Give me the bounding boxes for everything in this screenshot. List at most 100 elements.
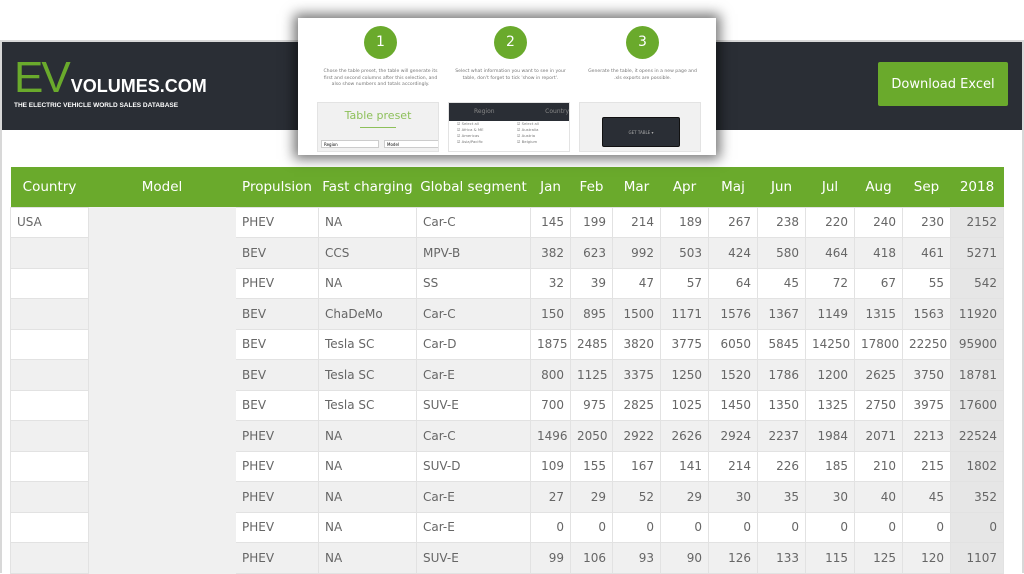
- cell-propulsion: PHEV: [235, 481, 319, 513]
- ev-volumes-logo[interactable]: EV VOLUMES.COM THE ELECTRIC VEHICLE WORLD…: [14, 56, 207, 110]
- column-header-global-segment[interactable]: Global segment: [416, 167, 531, 207]
- cell-feb: 0: [570, 511, 613, 543]
- cell-country: [10, 298, 89, 330]
- checkbox-item[interactable]: ☑ Asia/Pacific: [457, 139, 483, 144]
- column-header-model[interactable]: Model: [88, 167, 236, 207]
- cell-mar: 93: [612, 542, 661, 574]
- cell-2018: 0: [950, 511, 1004, 543]
- cell-aug: 210: [854, 450, 903, 482]
- cell-feb: 29: [570, 481, 613, 513]
- cell-country: [10, 237, 89, 269]
- model-select[interactable]: Model: [384, 140, 438, 148]
- cell-country: [10, 511, 89, 543]
- cell-sep: 22250: [902, 328, 951, 360]
- checkbox-item[interactable]: ☑ Select all: [517, 121, 539, 126]
- step-text: Chose the table preset, the table will g…: [323, 69, 438, 87]
- column-header-fast-charging[interactable]: Fast charging: [318, 167, 417, 207]
- cell-jul: 1149: [805, 298, 855, 330]
- column-header-feb[interactable]: Feb: [570, 167, 613, 207]
- column-header-mar[interactable]: Mar: [612, 167, 661, 207]
- step-number: 3: [626, 26, 659, 59]
- cell-model: [88, 450, 236, 482]
- cell-mar: 167: [612, 450, 661, 482]
- cell-jun: 1786: [757, 359, 806, 391]
- cell-jul: 0: [805, 511, 855, 543]
- cell-feb: 199: [570, 206, 613, 238]
- checkbox-item[interactable]: ☑ Austria: [517, 133, 536, 138]
- table-preset-panel: Table preset Region Model: [317, 102, 439, 152]
- cell-jun: 580: [757, 237, 806, 269]
- column-header-jan[interactable]: Jan: [530, 167, 571, 207]
- cell-apr: 189: [660, 206, 709, 238]
- region-select[interactable]: Region: [321, 140, 379, 148]
- cell-maj: 6050: [708, 328, 758, 360]
- checkbox-item[interactable]: ☑ Australia: [517, 127, 539, 132]
- cell-maj: 64: [708, 267, 758, 299]
- checkbox-item[interactable]: ☑ Americas: [457, 133, 480, 138]
- column-header-propulsion[interactable]: Propulsion: [235, 167, 319, 207]
- step-1: 1 Chose the table preset, the table will…: [318, 26, 443, 89]
- checkbox-item[interactable]: ☑ Africa & ME: [457, 127, 484, 132]
- cell-mar: 47: [612, 267, 661, 299]
- cell-jul: 72: [805, 267, 855, 299]
- checkbox-item[interactable]: ☑ Select all: [457, 121, 479, 126]
- column-header-aug[interactable]: Aug: [854, 167, 903, 207]
- cell-2018: 542: [950, 267, 1004, 299]
- column-header-2018[interactable]: 2018: [950, 167, 1004, 207]
- table-row: BEV Tesla SC SUV-E 700 975 2825 1025 1450 1350 13…: [10, 389, 1004, 421]
- region-checklist: ☑ Select all ☑ Africa & ME ☑ Americas ☑ Asi…: [449, 121, 509, 145]
- column-header-maj[interactable]: Maj: [708, 167, 758, 207]
- cell-2018: 11920: [950, 298, 1004, 330]
- cell-global-segment: SS: [416, 267, 531, 299]
- get-table-label: GET TABLE: [628, 130, 651, 135]
- cell-aug: 0: [854, 511, 903, 543]
- cell-maj: 214: [708, 450, 758, 482]
- cell-feb: 155: [570, 450, 613, 482]
- cell-model: [88, 359, 236, 391]
- cell-global-segment: Car-C: [416, 420, 531, 452]
- cell-sep: 3975: [902, 389, 951, 421]
- checkbox-label: Select all: [461, 121, 479, 126]
- cell-propulsion: BEV: [235, 328, 319, 360]
- cell-mar: 52: [612, 481, 661, 513]
- cell-fast-charging: NA: [318, 267, 417, 299]
- column-header-jul[interactable]: Jul: [805, 167, 855, 207]
- checkbox-label: Belgium: [521, 139, 538, 144]
- checkbox-label: Select all: [521, 121, 539, 126]
- column-header-apr[interactable]: Apr: [660, 167, 709, 207]
- cell-apr: 1171: [660, 298, 709, 330]
- cell-aug: 2750: [854, 389, 903, 421]
- column-header-country[interactable]: Country: [10, 167, 89, 207]
- cell-sep: 2213: [902, 420, 951, 452]
- cell-global-segment: Car-C: [416, 206, 531, 238]
- cell-fast-charging: NA: [318, 206, 417, 238]
- table-row: BEV Tesla SC Car-D 1875 2485 3820 3775 6050 5845…: [10, 328, 1004, 360]
- cell-maj: 2924: [708, 420, 758, 452]
- checkbox-label: Austria: [521, 133, 536, 138]
- checkbox-item[interactable]: ☑ Belgium: [517, 139, 538, 144]
- cell-apr: 1250: [660, 359, 709, 391]
- download-excel-button[interactable]: Download Excel: [878, 62, 1008, 106]
- step-text: Generate the table, it opens in a new pa…: [588, 69, 697, 81]
- cell-jul: 115: [805, 542, 855, 574]
- cell-model: [88, 206, 236, 238]
- column-header-jun[interactable]: Jun: [757, 167, 806, 207]
- cell-apr: 141: [660, 450, 709, 482]
- cell-2018: 95900: [950, 328, 1004, 360]
- cell-2018: 22524: [950, 420, 1004, 452]
- get-table-button[interactable]: GET TABLE ▾: [602, 117, 680, 147]
- logo-tagline: THE ELECTRIC VEHICLE WORLD SALES DATABAS…: [14, 102, 179, 109]
- cell-apr: 0: [660, 511, 709, 543]
- cell-2018: 18781: [950, 359, 1004, 391]
- cell-jun: 1367: [757, 298, 806, 330]
- get-table-panel: GET TABLE ▾: [579, 102, 701, 152]
- cell-jan: 99: [530, 542, 571, 574]
- cell-jan: 145: [530, 206, 571, 238]
- column-header-sep[interactable]: Sep: [902, 167, 951, 207]
- cell-2018: 1107: [950, 542, 1004, 574]
- column-select-panel: Region Country ☑ Select all ☑ Africa & ME ☑…: [448, 102, 570, 152]
- table-row: PHEV NA SS 32 39 47 57 64 45 72 67 55 542: [10, 267, 1004, 299]
- cell-jun: 0: [757, 511, 806, 543]
- cell-jan: 700: [530, 389, 571, 421]
- cell-sep: 215: [902, 450, 951, 482]
